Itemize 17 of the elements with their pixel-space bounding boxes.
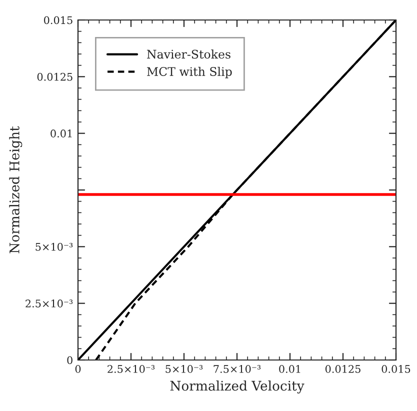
y-tick-label: 0.0125 [37,72,72,81]
y-tick-label: 0.01 [50,130,72,138]
legend-label: Navier-Stokes [147,50,230,59]
y-tick-label: 5×10⁻³ [36,242,73,251]
x-tick-label: 0 [75,365,81,373]
y-tick-label: 0 [67,356,72,364]
x-tick-label: 0.01 [279,365,300,373]
y-tick-label: 0.015 [44,16,72,24]
x-tick-label: 2.5×10⁻³ [108,365,155,373]
x-tick-label: 0.0125 [325,365,360,373]
y-tick-label: 2.5×10⁻³ [26,300,73,308]
legend-label: MCT with Slip [147,66,232,78]
x-tick-label: 7.5×10⁻³ [214,365,261,373]
x-axis-title: Normalized Velocity [170,380,304,394]
x-tick-label: 0.015 [382,365,410,373]
y-axis-title: Normalized Height [9,126,22,254]
x-tick-label: 5×10⁻³ [166,365,203,373]
